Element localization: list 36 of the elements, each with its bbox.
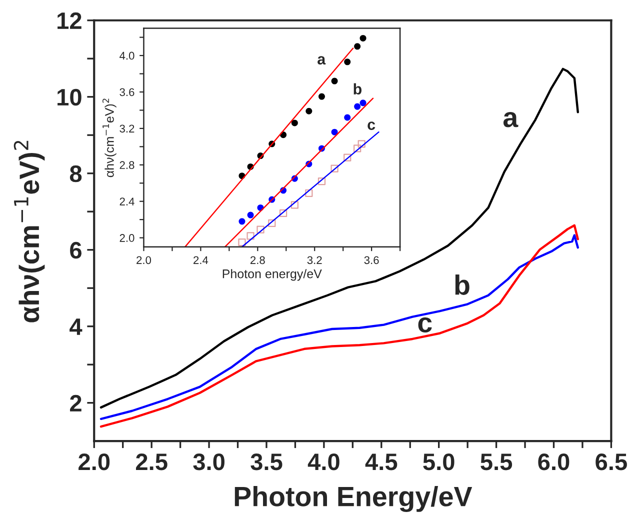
x-tick-label: 3.5 <box>250 454 282 470</box>
series-label: a <box>318 56 326 65</box>
y-tick-label: 2 <box>70 394 82 412</box>
y-tick-label: 12 <box>58 12 82 29</box>
y-tick-label: 2.8 <box>120 161 134 170</box>
x-tick-label: 2.8 <box>250 256 265 264</box>
x-tick-label: 6.5 <box>596 454 627 470</box>
series-label: c <box>368 122 376 130</box>
x-tick-label: 5.0 <box>423 454 454 470</box>
x-tick-label: 2.0 <box>136 256 152 264</box>
x-tick-label: 5.5 <box>480 454 512 470</box>
x-axis-title: Photon energy/eV <box>222 269 322 281</box>
y-axis-title: αhν(cm$^{−1}$eV)$^{2}$ <box>102 98 116 178</box>
x-axis-title: Photon Energy/eV <box>234 486 472 512</box>
y-tick-label: 3.2 <box>120 124 134 133</box>
x-tick-label: 3.2 <box>307 256 322 264</box>
y-tick-label: 3.6 <box>120 88 134 96</box>
y-tick-label: 10 <box>58 88 82 106</box>
series-label: b <box>354 83 362 95</box>
y-axis-title: αhν(cm$^{−1}$eV)$^{2}$ <box>14 140 45 322</box>
series-label: a <box>503 112 518 128</box>
y-tick-label: 2.0 <box>120 234 134 242</box>
x-tick-label: 4.5 <box>365 454 398 470</box>
y-tick-label: 6 <box>70 242 82 259</box>
x-tick-label: 4.0 <box>308 454 340 470</box>
x-tick-label: 3.0 <box>193 454 224 470</box>
y-tick-label: 4 <box>70 318 82 335</box>
series-label: c <box>418 317 432 333</box>
series-label: b <box>455 274 470 295</box>
x-tick-label: 2.4 <box>194 256 208 264</box>
y-tick-label: 2.4 <box>120 198 134 206</box>
x-tick-label: 2.5 <box>136 454 168 470</box>
x-tick-label: 3.6 <box>364 256 379 264</box>
y-tick-label: 8 <box>70 165 82 182</box>
x-tick-label: 6.0 <box>538 454 570 470</box>
y-tick-label: 4.0 <box>120 52 134 60</box>
